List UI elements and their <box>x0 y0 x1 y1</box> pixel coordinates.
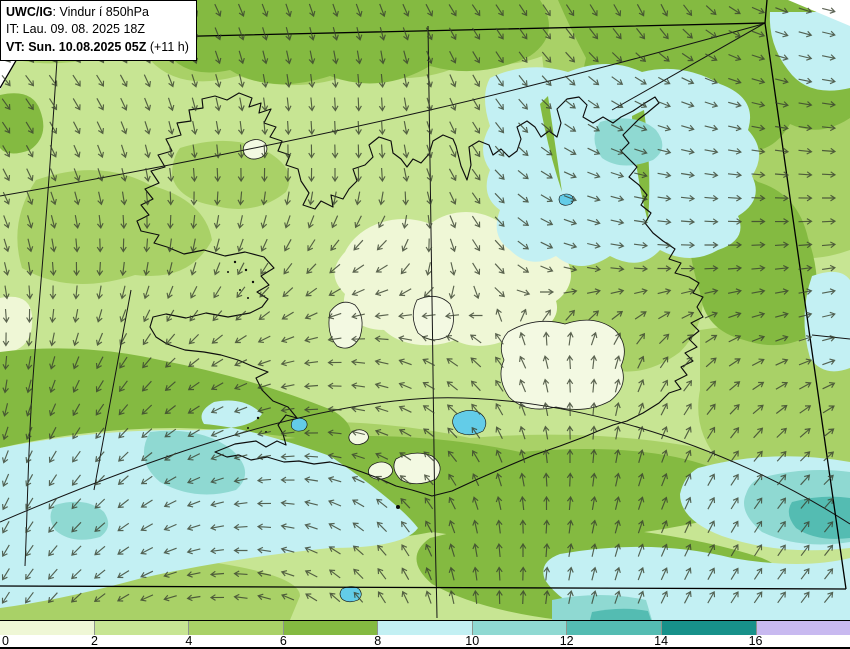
domain-frame <box>0 0 847 590</box>
colorbar-segment <box>566 621 661 635</box>
colorbar-tick-label: 2 <box>90 634 98 648</box>
map-canvas <box>0 0 850 620</box>
graticule-lines <box>0 22 850 619</box>
title-box: UWC/IG: Vindur í 850hPa IT: Lau. 09. 08.… <box>0 0 197 61</box>
colorbar-tick-label: 8 <box>374 634 382 648</box>
title-line-valid: VT: Sun. 10.08.2025 05Z (+11 h) <box>6 39 189 56</box>
colorbar-strip <box>0 620 850 635</box>
colorbar-segment <box>93 621 189 635</box>
valid-time: VT: Sun. 10.08.2025 05Z <box>6 39 147 54</box>
eyjafjallajokull-glacier <box>368 461 393 480</box>
iceland-coastline <box>136 92 704 497</box>
langjokull-glacier <box>328 301 363 349</box>
map-svg <box>0 0 850 620</box>
title-line-init: IT: Lau. 09. 08. 2025 18Z <box>6 22 145 37</box>
variable-label: : Vindur í 850hPa <box>52 5 149 19</box>
colorbar-segment <box>188 621 283 635</box>
islets <box>227 260 400 509</box>
vatnajokull-glacier <box>500 319 625 410</box>
colorbar-tick-label: 12 <box>559 634 574 648</box>
colorbar-segment <box>660 621 756 635</box>
myrdalsjokull-glacier <box>393 452 441 485</box>
title-line-model: UWC/IG: Vindur í 850hPa <box>6 4 189 21</box>
colorbar-segment <box>755 621 850 635</box>
drangajokull-glacier <box>242 139 268 160</box>
colorbar-tick-label: 14 <box>654 634 669 648</box>
colorbar-segment <box>0 621 94 635</box>
valid-offset: (+11 h) <box>146 39 189 54</box>
colorbar-tick-label: 6 <box>279 634 287 648</box>
colorbar-tick-label: 4 <box>185 634 193 648</box>
colorbar-labels: 0 2 4 6 8 10 12 14 16 <box>0 634 850 648</box>
colorbar-segment <box>471 621 567 635</box>
colorbar-tick-label: 16 <box>748 634 763 648</box>
colorbar-tick-label: 10 <box>465 634 480 648</box>
tindfjoll-glacier <box>348 429 369 445</box>
wind-speed-colorbar: 0 2 4 6 8 10 12 14 16 <box>0 620 850 649</box>
model-name: UWC/IG <box>6 5 53 19</box>
colorbar-segment <box>282 621 378 635</box>
bottom-border <box>0 647 850 649</box>
colorbar-tick-label: 0 <box>2 634 9 648</box>
hofsjokull-glacier <box>412 295 454 341</box>
colorbar-segment <box>377 621 472 635</box>
